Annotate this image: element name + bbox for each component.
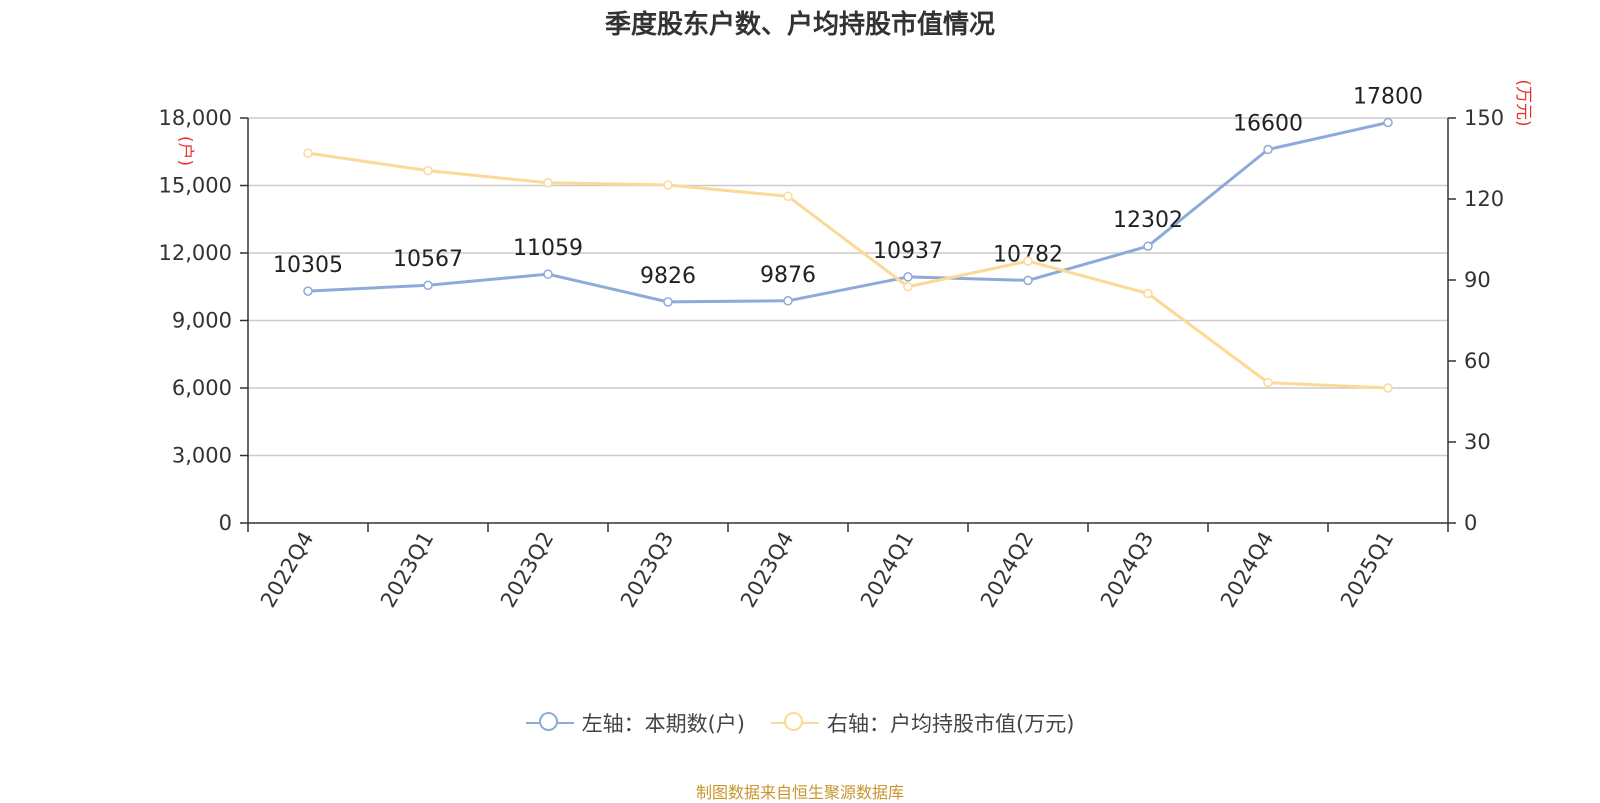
data-point-right	[903, 282, 913, 292]
data-point-right	[663, 180, 673, 190]
legend-label-right: 右轴：户均持股市值(万元)	[827, 712, 1075, 736]
data-label: 9876	[760, 263, 816, 288]
data-point-left	[303, 286, 313, 296]
y-right-tick-label: 0	[1464, 511, 1477, 535]
y-left-tick-label: 18,000	[159, 106, 232, 130]
legend-item-left-series[interactable]: 左轴：本期数(户)	[525, 708, 745, 738]
data-point-right	[783, 191, 793, 202]
data-point-left	[663, 297, 673, 307]
x-tick-label: 2023Q1	[376, 528, 438, 612]
data-label: 9826	[640, 264, 696, 289]
x-tick-label: 2025Q1	[1336, 528, 1398, 612]
chart-title: 季度股东户数、户均持股市值情况	[604, 10, 995, 40]
legend-dot-right	[784, 712, 803, 731]
data-point-left	[903, 272, 913, 282]
y-right-tick-label: 150	[1464, 106, 1504, 130]
series-line-left	[307, 121, 1389, 304]
data-point-left	[1143, 241, 1153, 251]
data-point-left	[1263, 144, 1273, 155]
data-point-right	[1023, 256, 1033, 266]
circle-line-icon	[771, 710, 819, 736]
circle-line-icon	[525, 710, 574, 736]
data-label: 10937	[873, 239, 943, 264]
x-tick-label: 2023Q3	[616, 528, 678, 612]
y-left-tick-label: 3,000	[172, 444, 232, 468]
legend-item-right-series[interactable]: 右轴：户均持股市值(万元)	[771, 708, 1074, 738]
y-right-tick-label: 30	[1464, 430, 1491, 454]
x-tick-label: 2024Q2	[976, 528, 1038, 612]
legend: 左轴：本期数(户) 右轴：户均持股市值(万元)	[0, 708, 1600, 738]
x-tick-label: 2024Q1	[856, 528, 918, 612]
data-point-right	[543, 178, 553, 188]
data-point-left	[1383, 117, 1393, 128]
data-label: 10305	[273, 253, 343, 278]
y-right-unit-label: (万元)	[1513, 79, 1533, 126]
y-left-tick-label: 15,000	[159, 174, 232, 198]
y-left-tick-label: 9,000	[172, 309, 232, 333]
data-point-right	[1143, 288, 1153, 299]
x-tick-label: 2022Q4	[256, 528, 318, 612]
y-left-tick-label: 6,000	[172, 376, 232, 400]
data-point-left	[543, 269, 553, 279]
data-label: 17800	[1353, 85, 1423, 110]
y-right-tick-label: 90	[1464, 268, 1491, 292]
legend-label-left: 左轴：本期数(户)	[581, 712, 745, 736]
data-point-left	[783, 296, 793, 306]
data-label: 12302	[1113, 208, 1183, 233]
y-left-tick-label: 0	[219, 511, 232, 535]
data-point-right	[303, 148, 313, 158]
data-point-right	[1383, 383, 1393, 393]
data-label: 10567	[393, 247, 463, 272]
source-note: 制图数据来自恒生聚源数据库	[695, 783, 904, 802]
y-left-unit-label: (户)	[175, 136, 195, 166]
legend-dot-left	[538, 712, 558, 731]
data-point-left	[423, 280, 433, 290]
y-right-tick-label: 60	[1464, 349, 1491, 373]
data-label: 11059	[513, 236, 583, 261]
y-right-tick-label: 120	[1464, 187, 1504, 211]
x-tick-label: 2023Q4	[736, 528, 798, 612]
chart-plot: 0 3,000 6,000 9,000 12,000 15,000 18,000 0 30 60 9…	[159, 79, 1533, 612]
y-left-tick-label: 12,000	[159, 241, 232, 265]
data-point-right	[1263, 377, 1273, 388]
data-point-right	[423, 165, 433, 176]
data-point-left	[1023, 275, 1033, 286]
x-tick-label: 2024Q4	[1216, 528, 1278, 612]
x-tick-label: 2023Q2	[496, 528, 558, 612]
data-label: 16600	[1233, 112, 1303, 137]
x-tick-label: 2024Q3	[1096, 528, 1158, 612]
series-line-right	[307, 151, 1389, 390]
